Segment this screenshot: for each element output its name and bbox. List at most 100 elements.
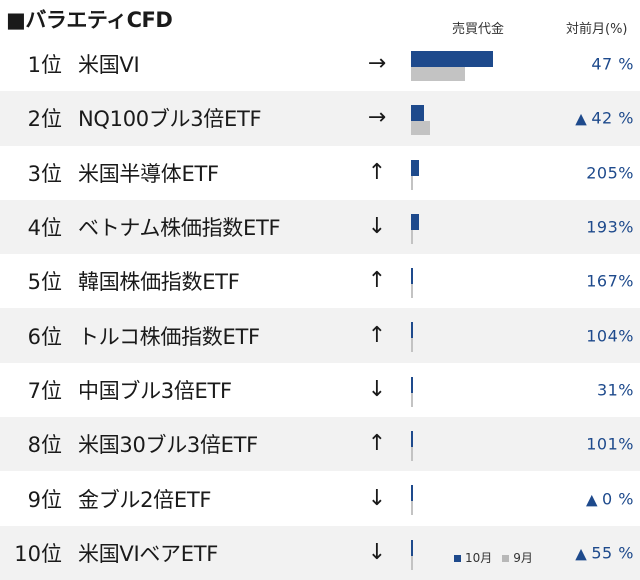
current-month-bar bbox=[411, 213, 420, 230]
volume-bars bbox=[411, 91, 531, 145]
product-name[interactable]: 金ブル2倍ETF bbox=[78, 487, 212, 512]
change-percent: 205% bbox=[586, 163, 634, 183]
volume-bars bbox=[411, 200, 531, 254]
chart-legend: 10月 9月 bbox=[454, 549, 533, 566]
ranking-list: 1位 米国VI → 47 % 2位 NQ100ブル3倍ETF → ▲ 42 % 3位 米国半導体ET… bbox=[0, 37, 640, 580]
product-name[interactable]: 米国VI bbox=[78, 53, 140, 78]
trend-arrow-icon: → bbox=[367, 51, 387, 77]
legend-label-current: 10月 bbox=[465, 550, 493, 565]
change-percent: 42 % bbox=[591, 108, 634, 128]
rank-label: 2位 bbox=[27, 107, 62, 132]
volume-bars bbox=[411, 526, 531, 580]
triangle-up-icon: ▲ bbox=[575, 109, 588, 128]
previous-month-bar bbox=[411, 555, 413, 570]
previous-month-bar bbox=[411, 501, 413, 516]
ranking-row[interactable]: 2位 NQ100ブル3倍ETF → ▲ 42 % bbox=[0, 91, 640, 146]
product-name[interactable]: 米国VIベアETF bbox=[78, 541, 219, 566]
volume-bars bbox=[411, 308, 531, 362]
rank-label: 8位 bbox=[27, 433, 62, 458]
legend-swatch-current bbox=[454, 554, 461, 562]
ranking-row[interactable]: 3位 米国半導体ETF ↑ 205% bbox=[0, 146, 640, 200]
product-name[interactable]: 米国30ブル3倍ETF bbox=[78, 433, 258, 458]
previous-month-bar bbox=[411, 67, 465, 81]
legend-swatch-previous bbox=[502, 554, 510, 562]
current-month-bar bbox=[411, 268, 414, 285]
current-month-bar bbox=[411, 431, 414, 448]
current-month-bar bbox=[411, 105, 425, 122]
change-percent: 0 % bbox=[602, 489, 634, 509]
previous-month-bar bbox=[411, 338, 413, 353]
ranking-row[interactable]: 7位 中国ブル3倍ETF ↓ 31% bbox=[0, 363, 640, 417]
change-percent: 55 % bbox=[591, 543, 634, 563]
trend-arrow-icon: ↑ bbox=[367, 322, 387, 348]
column-header-change: 対前月(%) bbox=[566, 22, 628, 37]
current-month-bar bbox=[411, 485, 413, 502]
current-month-bar bbox=[411, 51, 493, 67]
trend-arrow-icon: ↓ bbox=[367, 214, 387, 240]
triangle-up-icon: ▲ bbox=[575, 544, 588, 563]
trend-arrow-icon: ↑ bbox=[367, 159, 387, 185]
change-percent: 47 % bbox=[591, 54, 634, 74]
previous-month-bar bbox=[411, 392, 413, 407]
volume-bars bbox=[411, 417, 531, 471]
month-change-value: 205% bbox=[586, 163, 634, 182]
rank-label: 5位 bbox=[27, 270, 62, 295]
month-change-value: ▲ 42 % bbox=[575, 109, 634, 128]
change-percent: 193% bbox=[586, 217, 634, 237]
column-header-volume: 売買代金 bbox=[452, 22, 505, 37]
volume-bars bbox=[411, 146, 531, 200]
ranking-header: ■バラエティCFD 売買代金 対前月(%) bbox=[0, 0, 640, 38]
current-month-bar bbox=[411, 159, 420, 176]
rank-label: 1位 bbox=[27, 53, 62, 78]
volume-bars bbox=[411, 363, 531, 417]
product-name[interactable]: 米国半導体ETF bbox=[78, 161, 219, 186]
change-percent: 104% bbox=[586, 326, 634, 346]
current-month-bar bbox=[411, 376, 414, 393]
ranking-row[interactable]: 1位 米国VI → 47 % bbox=[0, 37, 640, 91]
product-name[interactable]: 韓国株価指数ETF bbox=[78, 270, 240, 295]
volume-bars bbox=[411, 37, 531, 91]
rank-label: 10位 bbox=[14, 541, 62, 566]
change-percent: 31% bbox=[596, 380, 634, 400]
ranking-row[interactable]: 9位 金ブル2倍ETF ↓ ▲ 0 % bbox=[0, 471, 640, 525]
change-percent: 167% bbox=[586, 271, 634, 291]
product-name[interactable]: NQ100ブル3倍ETF bbox=[78, 107, 262, 132]
current-month-bar bbox=[411, 322, 414, 339]
ranking-row[interactable]: 5位 韓国株価指数ETF ↑ 167% bbox=[0, 254, 640, 308]
ranking-row[interactable]: 4位 ベトナム株価指数ETF ↓ 193% bbox=[0, 199, 640, 255]
previous-month-bar bbox=[411, 284, 413, 299]
month-change-value: 193% bbox=[586, 218, 634, 237]
trend-arrow-icon: ↓ bbox=[367, 485, 387, 511]
ranking-title: ■バラエティCFD bbox=[6, 8, 173, 32]
ranking-row[interactable]: 6位 トルコ株価指数ETF ↑ 104% bbox=[0, 308, 640, 363]
trend-arrow-icon: ↓ bbox=[367, 376, 387, 402]
current-month-bar bbox=[411, 539, 413, 556]
rank-label: 4位 bbox=[27, 216, 62, 241]
rank-label: 3位 bbox=[27, 161, 62, 186]
month-change-value: ▲ 55 % bbox=[575, 543, 634, 562]
trend-arrow-icon: ↑ bbox=[367, 431, 387, 457]
month-change-value: 101% bbox=[586, 435, 634, 454]
trend-arrow-icon: → bbox=[367, 105, 387, 131]
ranking-row[interactable]: 10位 米国VIベアETF ↓ ▲ 55 % 10月 9月 bbox=[0, 525, 640, 580]
previous-month-bar bbox=[411, 447, 413, 462]
month-change-value: ▲ 0 % bbox=[586, 489, 634, 508]
month-change-value: 104% bbox=[586, 326, 634, 345]
rank-label: 9位 bbox=[27, 487, 62, 512]
rank-label: 6位 bbox=[27, 324, 62, 349]
product-name[interactable]: トルコ株価指数ETF bbox=[78, 324, 260, 349]
rank-label: 7位 bbox=[27, 378, 62, 403]
trend-arrow-icon: ↓ bbox=[367, 539, 387, 565]
volume-bars bbox=[411, 471, 531, 525]
trend-arrow-icon: ↑ bbox=[367, 268, 387, 294]
month-change-value: 31% bbox=[597, 380, 634, 399]
legend-label-previous: 9月 bbox=[513, 550, 533, 565]
triangle-up-icon: ▲ bbox=[585, 490, 599, 509]
product-name[interactable]: ベトナム株価指数ETF bbox=[78, 216, 281, 241]
month-change-value: 167% bbox=[586, 272, 634, 291]
previous-month-bar bbox=[411, 229, 414, 244]
ranking-row[interactable]: 8位 米国30ブル3倍ETF ↑ 101% bbox=[0, 417, 640, 472]
volume-bars bbox=[411, 254, 531, 308]
previous-month-bar bbox=[411, 175, 414, 190]
product-name[interactable]: 中国ブル3倍ETF bbox=[78, 378, 232, 403]
